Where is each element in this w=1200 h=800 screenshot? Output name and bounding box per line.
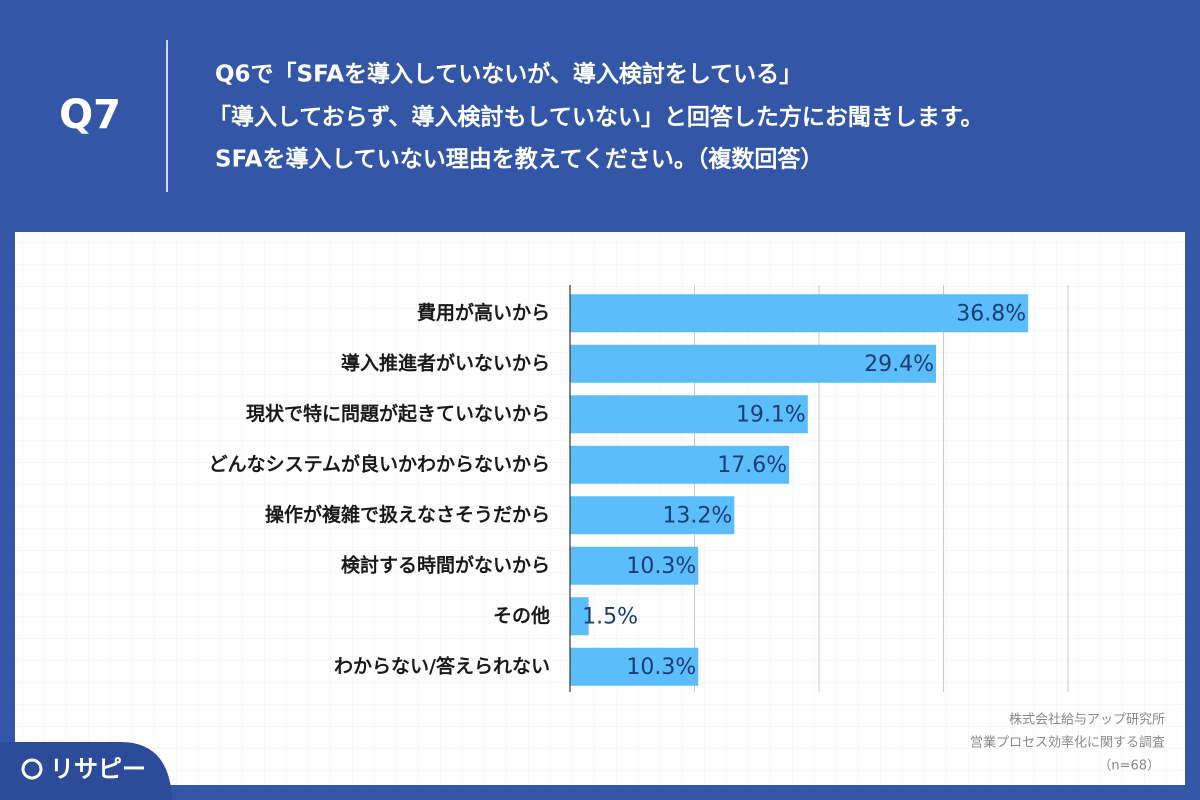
value-label: 10.3% xyxy=(626,554,696,579)
category-label: その他 xyxy=(493,604,550,627)
value-label: 1.5% xyxy=(582,604,638,629)
category-label: わからない/答えられない xyxy=(334,654,550,677)
plot: 費用が高いから 36.8% 導入推進者がいないから 29.4% 現状で特に問題が起きてい… xyxy=(209,285,1069,692)
category-label: 操作が複雑で扱えなさそうだから xyxy=(265,503,550,526)
bar xyxy=(570,546,699,585)
logo-icon xyxy=(21,758,43,780)
logo-badge xyxy=(0,742,172,800)
category-label: 検討する時間がないから xyxy=(341,553,550,576)
value-label: 19.1% xyxy=(736,402,806,427)
category-label: 導入推進者がいないから xyxy=(341,351,550,374)
bar xyxy=(570,344,937,383)
value-label: 36.8% xyxy=(956,301,1026,326)
category-label: どんなシステムが良いかわからないから xyxy=(209,452,550,475)
question-line: SFAを導入していない理由を教えてください。（複数回答） xyxy=(215,146,823,173)
category-label: 現状で特に問題が起きていないから xyxy=(246,402,550,425)
source-note: 営業プロセス効率化に関する調査 xyxy=(970,735,1165,751)
bar xyxy=(570,445,790,484)
category-label: 費用が高いから xyxy=(417,301,550,324)
value-label: 13.2% xyxy=(662,503,732,528)
bar xyxy=(570,647,699,686)
bar xyxy=(570,597,589,636)
source-note: （n=68） xyxy=(1098,759,1160,774)
question-number: Q7 xyxy=(59,92,121,138)
logo: リサピー xyxy=(50,755,146,783)
value-label: 10.3% xyxy=(626,655,696,680)
question-line: 「導入しておらず、導入検討もしていない」と回答した方にお聞きします。 xyxy=(208,104,984,131)
question-line: Q6で「SFAを導入していないが、導入検討をしている」 xyxy=(215,61,802,88)
bar xyxy=(570,496,735,535)
source-note: 株式会社給与アップ研究所 xyxy=(1009,712,1165,728)
value-label: 17.6% xyxy=(717,453,787,478)
bar xyxy=(570,294,1029,333)
bar xyxy=(570,395,808,434)
value-label: 29.4% xyxy=(864,352,934,377)
